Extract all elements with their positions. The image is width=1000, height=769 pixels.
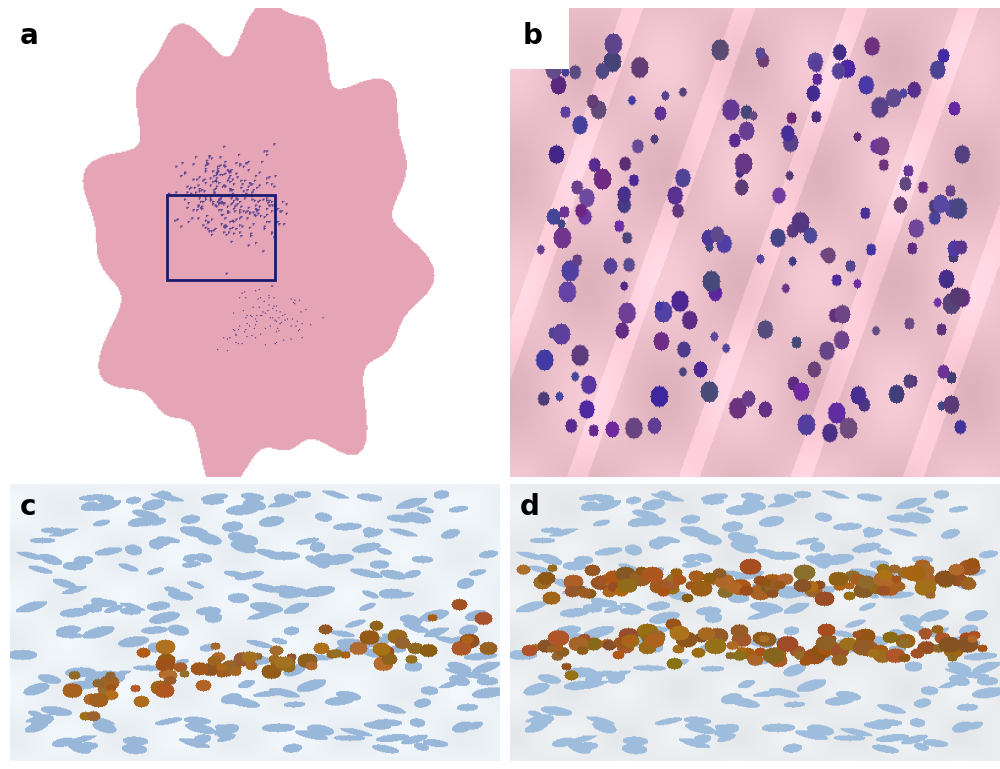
Text: a: a bbox=[20, 22, 39, 50]
Text: c: c bbox=[20, 493, 36, 521]
Text: d: d bbox=[520, 493, 540, 521]
Text: b: b bbox=[522, 22, 542, 50]
Bar bbox=[510, 8, 569, 68]
Bar bbox=[167, 195, 275, 280]
